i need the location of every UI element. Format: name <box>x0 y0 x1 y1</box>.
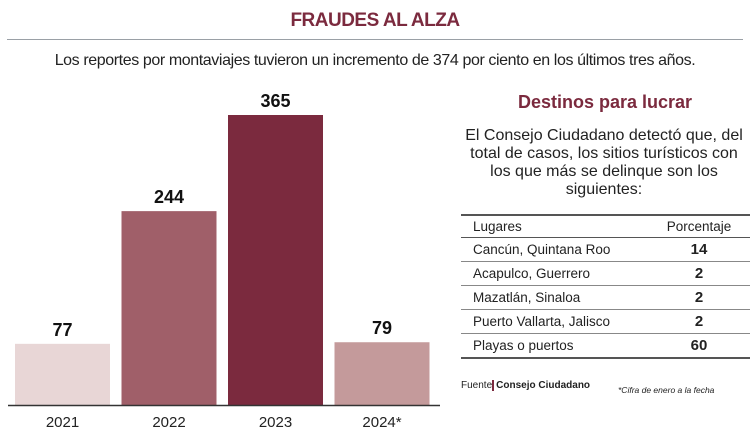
percent: 60 <box>647 333 750 359</box>
x-tick-label: 2024* <box>362 414 401 431</box>
source: Fuente Consejo Ciudadano <box>461 380 591 391</box>
percent: 2 <box>647 309 750 334</box>
table-row: Playas o puertos 60 <box>461 333 750 359</box>
percent: 14 <box>647 237 750 262</box>
data-label: 77 <box>52 320 72 340</box>
percent: 2 <box>647 285 750 310</box>
x-tick-label: 2022 <box>152 414 185 431</box>
source-label: Fuente <box>461 380 493 391</box>
bar-2021 <box>15 343 110 405</box>
col-header: Porcentaje <box>647 215 750 238</box>
table-row: Cancún, Quintana Roo 14 <box>461 237 750 262</box>
data-label: 79 <box>372 318 392 338</box>
place: Acapulco, Guerrero <box>461 261 647 286</box>
divider <box>7 39 743 40</box>
percent: 2 <box>647 261 750 286</box>
destinations-table: Lugares Porcentaje Cancún, Quintana Roo 14… <box>461 214 750 359</box>
x-tick-label: 2023 <box>259 414 292 431</box>
place: Puerto Vallarta, Jalisco <box>461 309 647 334</box>
place: Cancún, Quintana Roo <box>461 237 647 262</box>
bar-2022 <box>121 211 217 405</box>
infographic-title: FRAUDES AL ALZA <box>290 10 460 31</box>
bar-2024* <box>334 342 430 405</box>
col-header: Lugares <box>461 215 647 238</box>
source-name: Consejo Ciudadano <box>492 380 591 391</box>
bar-chart: 77 2021 244 2022 365 2023 79 2024* <box>8 91 440 431</box>
side-title: Destinos para lucrar <box>517 92 693 112</box>
place: Playas o puertos <box>461 333 647 359</box>
footnote: *Cifra de enero a la fecha <box>618 385 715 395</box>
subtitle: Los reportes por montaviajes tuvieron un… <box>54 52 696 69</box>
data-label: 365 <box>260 91 290 111</box>
x-tick-label: 2021 <box>46 414 79 431</box>
table-row: Mazatlán, Sinaloa 2 <box>461 285 750 310</box>
table-row: Puerto Vallarta, Jalisco 2 <box>461 309 750 334</box>
data-label: 244 <box>154 187 184 207</box>
bar-2023 <box>228 115 323 405</box>
side-text: El Consejo Ciudadano detectó que, del to… <box>465 127 743 198</box>
place: Mazatlán, Sinaloa <box>461 285 647 310</box>
table-row: Acapulco, Guerrero 2 <box>461 261 750 286</box>
